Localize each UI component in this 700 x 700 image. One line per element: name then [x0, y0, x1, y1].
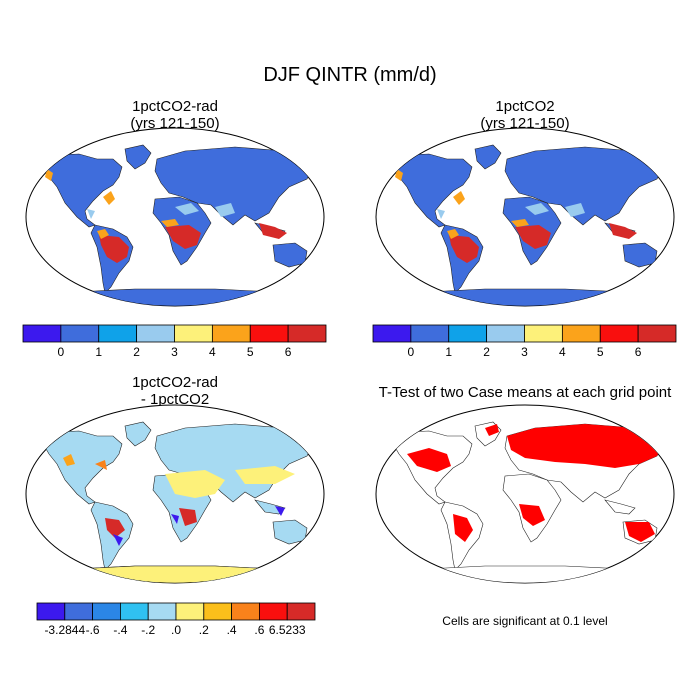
panel-4-title: T-Test of two Case means at each grid po… — [355, 384, 695, 401]
panel-1-title-line-2: (yrs 121-150) — [130, 115, 220, 132]
cb1-swatch-5 — [211, 324, 251, 343]
cb2-label-4: 4 — [559, 345, 566, 359]
cb3-swatch-7 — [231, 602, 260, 621]
significance-note: Cells are significant at 0.1 level — [442, 614, 608, 628]
cb2-label-5: 5 — [597, 345, 604, 359]
cb2-swatch-5 — [561, 324, 601, 343]
figure-title: DJF QINTR (mm/d) — [263, 64, 437, 86]
cb1-swatch-6 — [249, 324, 289, 343]
cb1-swatch-1 — [60, 324, 100, 343]
map-panel-3 — [25, 404, 325, 584]
cb3-swatch-3 — [120, 602, 149, 621]
cb2-swatch-6 — [599, 324, 639, 343]
cb3-swatch-2 — [92, 602, 121, 621]
cb3-swatch-5 — [175, 602, 205, 621]
cb3-swatch-1 — [64, 602, 94, 621]
tropical-wet-region — [99, 235, 129, 263]
cb1-label-6: 6 — [285, 345, 292, 359]
cb2-label-3: 3 — [521, 345, 528, 359]
significant-region-north-america — [407, 448, 451, 472]
panel-4-title-line-1: T-Test of two Case means at each grid po… — [378, 384, 672, 401]
cb2-swatch-0 — [372, 324, 412, 343]
cb2-swatch-7 — [637, 324, 677, 343]
cb1-label-3: 3 — [171, 345, 178, 359]
cb2-swatch-2 — [448, 324, 488, 343]
colorbar-panel-3: -3.2844 -.6 -.4 -.2 .0 .2 .4 .6 6.5233 — [36, 602, 316, 637]
panel-3-title-line-1: 1pctCO2-rad — [132, 374, 218, 391]
cb3-label-0: -3.2844 — [44, 623, 85, 637]
panel-1-title-line-1: 1pctCO2-rad — [132, 98, 218, 115]
panel-1-title: 1pctCO2-rad (yrs 121-150) — [25, 98, 325, 132]
panel-2-title-line-1: 1pctCO2 — [495, 98, 555, 115]
cb1-label-1: 1 — [95, 345, 102, 359]
cb2-swatch-1 — [410, 324, 450, 343]
cb1-swatch-7 — [287, 324, 327, 343]
cb1-label-2: 2 — [133, 345, 140, 359]
cb1-label-0: 0 — [58, 345, 65, 359]
panel-3-title: 1pctCO2-rad - 1pctCO2 — [25, 374, 325, 408]
panel-2-title-line-2: (yrs 121-150) — [480, 115, 570, 132]
cb3-label-1: -.6 — [86, 623, 100, 637]
cb1-label-4: 4 — [209, 345, 216, 359]
cb3-label-2: -.4 — [113, 623, 127, 637]
cb1-swatch-4 — [174, 324, 213, 343]
cb3-label-4: .0 — [171, 623, 181, 637]
cb3-swatch-0 — [36, 602, 66, 621]
cb3-swatch-6 — [203, 602, 233, 621]
cb3-label-7: .6 — [254, 623, 264, 637]
cb3-label-8: 6.5233 — [269, 623, 306, 637]
cb3-swatch-9 — [286, 602, 316, 621]
map-panel-2 — [375, 127, 675, 307]
cb2-swatch-4 — [524, 324, 563, 343]
map-panel-1 — [25, 127, 325, 307]
cb2-label-1: 1 — [445, 345, 452, 359]
cb2-label-2: 2 — [483, 345, 490, 359]
colorbar-panel-2: 0 1 2 3 4 5 6 — [372, 324, 677, 359]
cb3-swatch-8 — [258, 602, 288, 621]
map-panel-4 — [375, 404, 675, 584]
cb3-swatch-4 — [147, 602, 177, 621]
cb3-label-3: -.2 — [141, 623, 155, 637]
significant-region-eurasia — [507, 424, 665, 468]
cb1-swatch-2 — [98, 324, 138, 343]
cb1-swatch-0 — [22, 324, 62, 343]
colorbar-panel-1: 0 1 2 3 4 5 6 — [22, 324, 327, 359]
cb2-swatch-3 — [486, 324, 525, 343]
cb2-label-0: 0 — [408, 345, 415, 359]
panel-2-title: 1pctCO2 (yrs 121-150) — [375, 98, 675, 132]
panel-3-title-line-2: - 1pctCO2 — [140, 391, 210, 408]
cb1-label-5: 5 — [247, 345, 254, 359]
cb3-label-6: .4 — [227, 623, 237, 637]
cb1-swatch-3 — [136, 324, 175, 343]
cb3-label-5: .2 — [199, 623, 209, 637]
cb2-label-6: 6 — [635, 345, 642, 359]
